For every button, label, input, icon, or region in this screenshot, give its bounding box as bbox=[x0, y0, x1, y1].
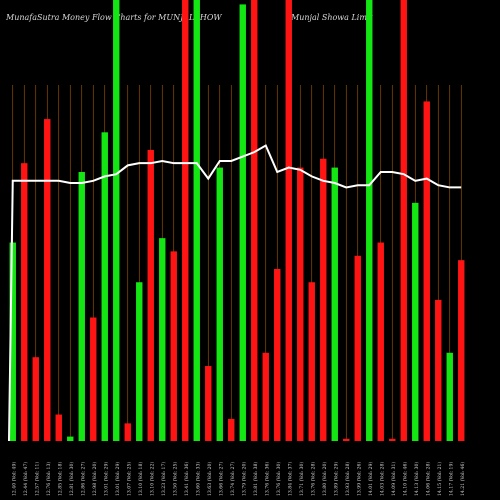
x-tick-label: 13.23 (Vol: 17) bbox=[160, 462, 167, 496]
bar-up bbox=[136, 282, 143, 441]
bar-up bbox=[101, 132, 108, 442]
x-tick-label: 13.81 (Vol: 38) bbox=[252, 462, 259, 496]
bar-up bbox=[9, 242, 16, 441]
bar-down bbox=[377, 242, 384, 441]
x-tick-label: 13.76 (Vol: 28) bbox=[309, 462, 316, 496]
x-tick-label: 13.76 (Vol: 30) bbox=[275, 462, 282, 496]
bar-down bbox=[124, 423, 131, 441]
bar-down bbox=[170, 251, 177, 441]
x-tick-label: 13.63 (Vol: 20) bbox=[206, 462, 213, 496]
bar-up bbox=[159, 238, 166, 441]
x-tick-label: 14.15 (Vol: 21) bbox=[436, 462, 443, 496]
bar-up bbox=[412, 202, 419, 441]
x-tick-label: 13.71 (Vol: 30) bbox=[298, 462, 305, 496]
x-tick-label: 14.17 (Vol: 19) bbox=[447, 462, 454, 496]
bar-down bbox=[343, 438, 350, 441]
bar-down bbox=[90, 317, 97, 441]
x-tick-label: 12.86 (Vol: 27) bbox=[79, 462, 86, 496]
x-tick-label: 12.85 (Vol: 18) bbox=[56, 462, 63, 496]
x-tick-label: 13.80 (Vol: 20) bbox=[321, 462, 328, 496]
bar-up bbox=[78, 171, 85, 442]
x-tick-label: 12.40 (Vol: 49) bbox=[10, 462, 17, 496]
x-tick-label: 13.79 (Vol: 20) bbox=[240, 462, 247, 496]
x-tick-label: 14.06 (Vol: 28) bbox=[424, 462, 431, 496]
x-tick-label: 12.76 (Vol: 13) bbox=[45, 462, 52, 496]
chart-title-right: Munjal Showa Limit bbox=[291, 13, 373, 22]
x-tick-label: 12.98 (Vol: 20) bbox=[91, 462, 98, 496]
bar-down bbox=[297, 167, 304, 441]
bar-down bbox=[205, 366, 212, 441]
x-tick-label: 13.74 (Vol: 27) bbox=[229, 462, 236, 496]
x-tick-label: 12.57 (Vol: 11) bbox=[33, 462, 40, 496]
bar-down bbox=[182, 0, 189, 441]
money-flow-line bbox=[8, 144, 462, 442]
x-tick-label: 13.41 (Vol: 36) bbox=[183, 462, 190, 496]
x-tick-label: 13.07 (Vol: 25) bbox=[125, 462, 132, 496]
bar-up bbox=[193, 0, 200, 441]
bar-up bbox=[67, 436, 74, 441]
bar-down bbox=[274, 269, 281, 441]
x-tick-label: 13.50 (Vol: 25) bbox=[171, 462, 178, 496]
x-tick-label: 13.10 (Vol: 22) bbox=[148, 462, 155, 496]
x-tick-label: 13.01 (Vol: 29) bbox=[114, 462, 121, 496]
bar-down bbox=[389, 438, 396, 441]
x-tick-label: 13.93 (Vol: 28) bbox=[344, 462, 351, 496]
x-tick-label: 14.03 (Vol: 28) bbox=[378, 462, 385, 496]
x-tick-label: 13.01 (Vol: 29) bbox=[102, 462, 109, 496]
x-tick-label: 14.13 (Vol: 30) bbox=[413, 462, 420, 496]
x-tick-label: 13.84 (Vol: 37) bbox=[286, 462, 293, 496]
bar-down bbox=[423, 101, 430, 442]
bar-down bbox=[44, 119, 51, 441]
x-tick-label: 14.09 (Vol: 31) bbox=[390, 462, 397, 496]
x-tick-label: 14.10 (Vol: 46) bbox=[401, 462, 408, 496]
x-tick-label: 13.99 (Vol: 26) bbox=[355, 462, 362, 496]
bar-down bbox=[21, 163, 28, 442]
x-tick-label: 14.21 (Vol: 46) bbox=[459, 462, 466, 496]
bar-up bbox=[446, 352, 453, 441]
bar-down bbox=[400, 0, 407, 441]
bar-down bbox=[458, 260, 465, 441]
bar-down bbox=[308, 282, 315, 441]
bar-down bbox=[228, 418, 235, 441]
bar-down bbox=[251, 0, 258, 441]
bar-down bbox=[55, 414, 62, 441]
bar-down bbox=[354, 255, 361, 441]
bar-down bbox=[285, 0, 292, 441]
x-tick-label: 12.44 (Vol: 47) bbox=[22, 462, 29, 496]
x-tick-label: 12.81 (Vol: 30) bbox=[68, 462, 75, 496]
bar-up bbox=[239, 4, 246, 441]
x-tick-label: 13.76 (Vol: 36) bbox=[263, 462, 270, 496]
x-tick-label: 13.66 (Vol: 27) bbox=[217, 462, 224, 496]
x-tick-label: 13.60 (Vol: 33) bbox=[194, 462, 201, 496]
bar-up bbox=[366, 0, 373, 441]
bar-down bbox=[262, 352, 269, 441]
bar-up bbox=[331, 167, 338, 441]
x-tick-label: 13.10 (Vol: 18) bbox=[137, 462, 144, 496]
x-tick-label: 13.89 (Vol: 29) bbox=[332, 462, 339, 496]
bar-down bbox=[320, 158, 327, 441]
bar-up bbox=[113, 0, 120, 441]
bar-down bbox=[435, 299, 442, 441]
bar-up bbox=[216, 167, 223, 441]
bar-down bbox=[32, 357, 39, 441]
bar-down bbox=[147, 149, 154, 441]
x-tick-label: 14.01 (Vol: 29) bbox=[367, 462, 374, 496]
